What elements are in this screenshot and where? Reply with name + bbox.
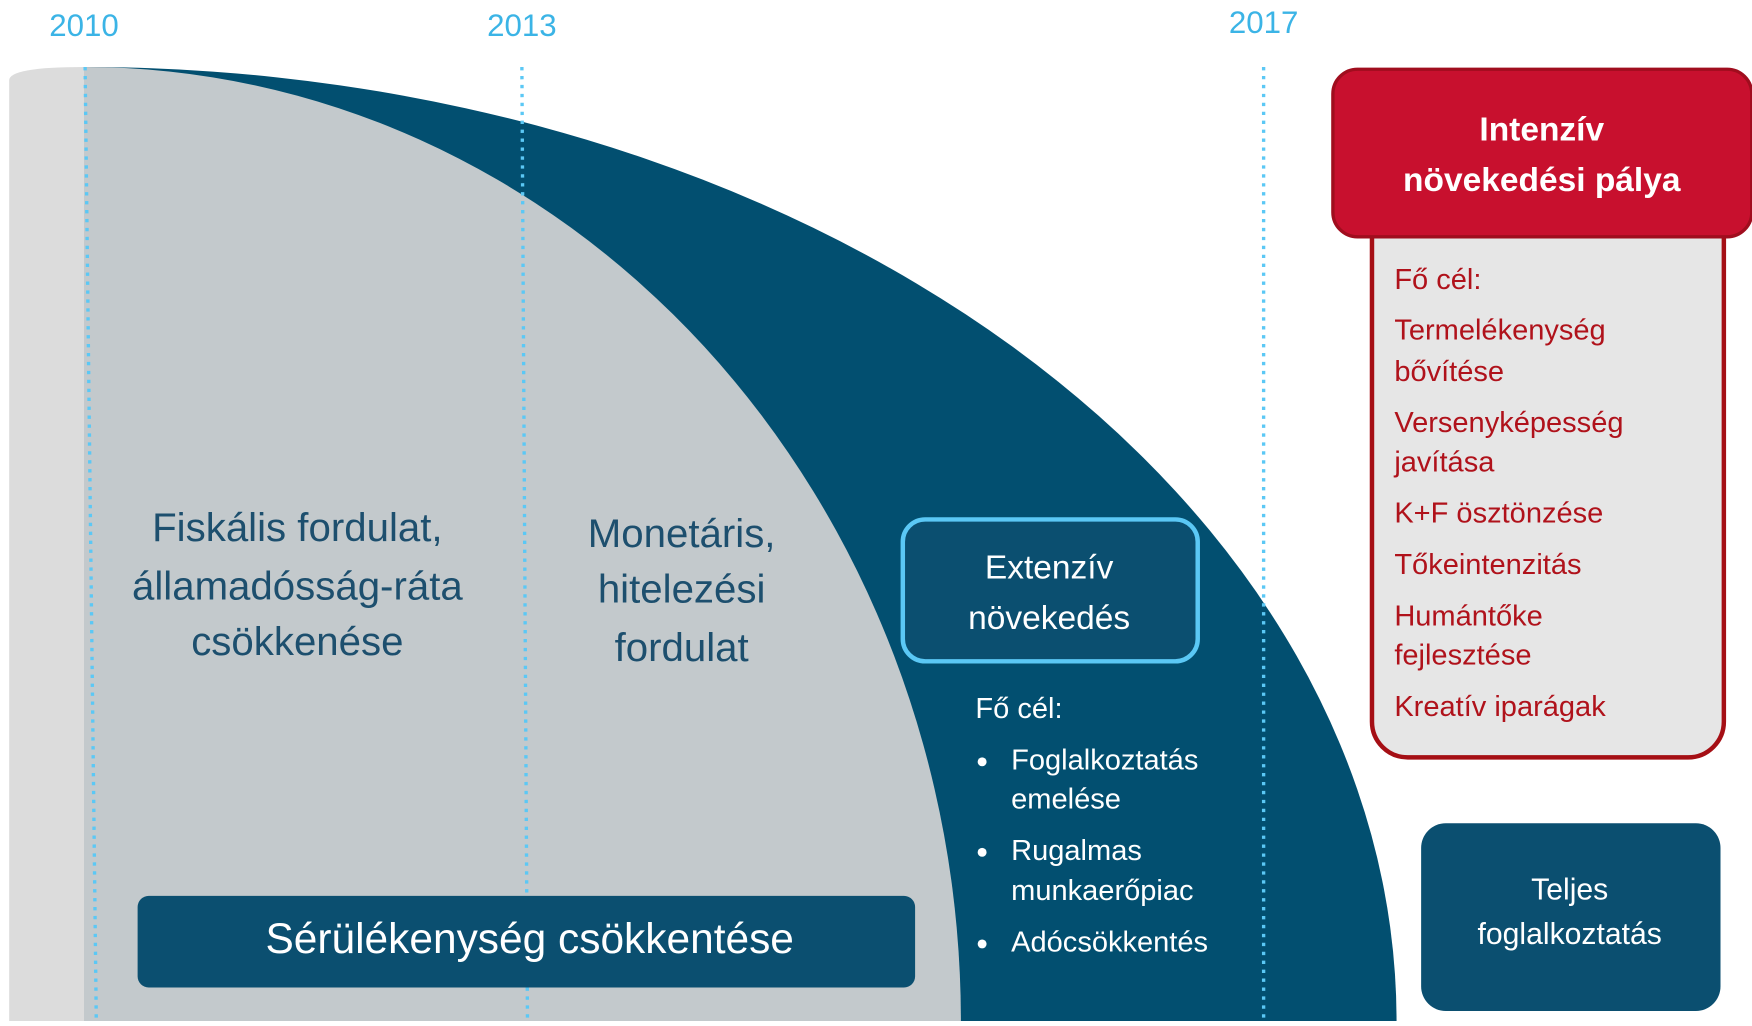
label: növekedés bbox=[968, 600, 1130, 637]
label: Extenzív bbox=[985, 550, 1114, 587]
label: munkaerőpiac bbox=[1011, 875, 1193, 907]
label: csökkenése bbox=[191, 619, 403, 664]
label: Termelékenység bbox=[1394, 314, 1605, 346]
extensive-box bbox=[900, 517, 1200, 664]
inner-arc bbox=[83, 67, 961, 1022]
label: államadósság-ráta bbox=[132, 563, 463, 608]
bullet bbox=[977, 939, 987, 949]
label: javítása bbox=[1393, 446, 1495, 478]
label: Humántőke bbox=[1394, 600, 1542, 632]
label: növekedési pálya bbox=[1403, 162, 1681, 199]
label: hitelezési bbox=[598, 567, 766, 612]
label: Fő cél: bbox=[1394, 264, 1481, 296]
label: Sérülékenység csökkentése bbox=[265, 915, 793, 962]
label: Fiskális fordulat, bbox=[152, 505, 442, 550]
label: Monetáris, bbox=[588, 511, 776, 556]
label: bővítése bbox=[1394, 356, 1504, 388]
label: 2017 bbox=[1229, 5, 1299, 40]
bullet bbox=[977, 757, 987, 767]
label: Foglalkoztatás bbox=[1011, 745, 1198, 777]
bullet bbox=[977, 847, 987, 857]
label: Kreatív iparágak bbox=[1394, 691, 1606, 723]
base-bar bbox=[137, 895, 916, 988]
label: fordulat bbox=[615, 625, 749, 670]
label: Adócsökkentés bbox=[1011, 927, 1208, 959]
label: Tőkeintenzitás bbox=[1394, 549, 1581, 581]
label: fejlesztése bbox=[1394, 640, 1531, 672]
label: foglalkoztatás bbox=[1477, 918, 1661, 951]
label: Rugalmas bbox=[1011, 835, 1142, 867]
label: K+F ösztönzése bbox=[1394, 498, 1603, 530]
left-strip bbox=[9, 67, 84, 1022]
intensive-header bbox=[1331, 67, 1752, 239]
label: Intenzív bbox=[1479, 112, 1604, 149]
label: Fő cél: bbox=[975, 693, 1062, 725]
label: Teljes bbox=[1531, 873, 1608, 906]
label: Versenyképesség bbox=[1394, 407, 1623, 439]
label: emelése bbox=[1011, 784, 1121, 816]
full-employment-box bbox=[1421, 823, 1721, 1011]
label: 2010 bbox=[49, 8, 119, 43]
label: 2013 bbox=[487, 8, 557, 43]
